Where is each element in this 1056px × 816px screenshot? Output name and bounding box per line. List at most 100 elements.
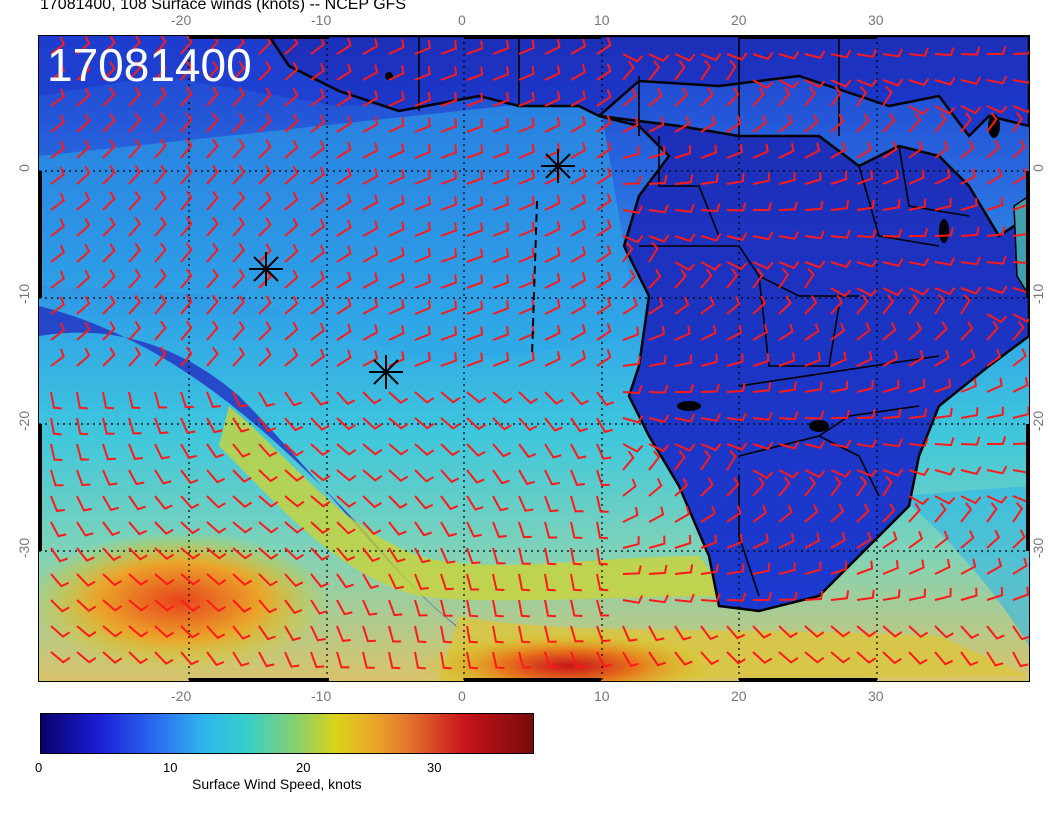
wind-barb-icon xyxy=(154,294,167,315)
wind-barb-icon xyxy=(856,469,878,478)
wind-barb-icon xyxy=(76,139,91,159)
wind-barb-icon xyxy=(570,90,587,107)
wind-barb-icon xyxy=(362,625,376,643)
wind-barb-icon xyxy=(180,216,193,237)
wind-barb-icon xyxy=(518,247,535,263)
wind-barb-icon xyxy=(596,63,612,81)
wind-barb-icon xyxy=(986,651,1004,667)
jet-core-west xyxy=(39,531,329,671)
wind-barb-icon xyxy=(1012,529,1026,549)
wind-barb-icon xyxy=(466,495,484,511)
wind-barb-icon xyxy=(440,222,458,237)
wind-barb-icon xyxy=(648,384,669,394)
bottom-tick-label: 20 xyxy=(731,688,747,704)
wind-barb-icon xyxy=(570,547,582,566)
wind-barb-icon xyxy=(986,502,998,523)
wind-barb-icon xyxy=(570,64,587,81)
wind-barb-icon xyxy=(674,261,696,272)
wind-barb-icon xyxy=(258,191,272,211)
wind-barb-icon xyxy=(700,115,716,133)
wind-barb-icon xyxy=(856,560,874,575)
wind-barb-icon xyxy=(466,391,487,404)
wind-barb-icon xyxy=(258,625,276,641)
wind-barb-icon xyxy=(388,625,402,643)
wind-barb-icon xyxy=(622,450,635,471)
wind-barb-icon xyxy=(180,242,193,263)
wind-barb-icon xyxy=(518,221,535,237)
left-tick-label: -30 xyxy=(16,537,33,559)
wind-barb-icon xyxy=(856,79,878,88)
wind-barb-icon xyxy=(778,591,798,601)
wind-barb-icon xyxy=(986,529,1001,549)
wind-barb-icon xyxy=(674,564,694,575)
wind-barb-icon xyxy=(752,353,770,367)
wind-barb-icon xyxy=(882,531,898,549)
wind-barb-icon xyxy=(752,295,767,315)
wind-barb-icon xyxy=(570,443,587,460)
wind-barb-icon xyxy=(388,547,406,563)
wind-barb-icon xyxy=(362,272,379,289)
wind-barb-icon xyxy=(206,469,226,484)
wind-barb-icon xyxy=(310,651,325,669)
wind-barb-icon xyxy=(882,258,904,268)
colorbar-tick-label: 10 xyxy=(163,760,178,775)
wind-barb-icon xyxy=(778,261,800,270)
wind-barb-icon xyxy=(440,625,453,644)
wind-barb-icon xyxy=(856,380,874,393)
wind-barb-icon xyxy=(102,61,116,81)
wind-barb-icon xyxy=(180,36,193,55)
wind-barb-icon xyxy=(284,61,299,81)
wind-barb-icon xyxy=(102,269,116,289)
wind-barb-icon xyxy=(648,443,670,453)
wind-barb-icon xyxy=(622,116,639,133)
wind-barb-icon xyxy=(50,495,65,512)
wind-barb-icon xyxy=(388,417,409,430)
wind-barb-icon xyxy=(700,60,712,81)
wind-barb-icon xyxy=(622,235,644,244)
wind-barb-icon xyxy=(128,651,148,665)
wind-barb-icon xyxy=(778,323,794,341)
wind-barb-icon xyxy=(778,411,799,421)
wind-barb-icon xyxy=(518,91,535,107)
wind-barb-icon xyxy=(960,256,981,266)
wind-barb-icon xyxy=(466,352,484,367)
wind-barb-icon xyxy=(466,651,479,670)
wind-barb-icon xyxy=(830,49,852,59)
wind-barb-icon xyxy=(258,165,272,185)
wind-barb-icon xyxy=(674,53,696,62)
wind-barb-icon xyxy=(258,113,272,133)
wind-barb-icon xyxy=(882,350,899,367)
wind-barb-icon xyxy=(466,547,481,565)
wind-barb-icon xyxy=(596,651,612,668)
wind-barb-icon xyxy=(1012,625,1029,641)
wind-barb-icon xyxy=(934,112,947,133)
wind-barb-icon xyxy=(414,65,431,81)
wind-barb-icon xyxy=(544,143,561,159)
wind-barb-icon xyxy=(102,87,116,107)
wind-barb-icon xyxy=(284,139,299,159)
wind-barb-icon xyxy=(674,354,693,367)
wind-barb-icon xyxy=(466,40,484,55)
wind-barb-icon xyxy=(856,625,877,638)
wind-barb-icon xyxy=(856,409,876,419)
wind-barb-icon xyxy=(986,465,1008,475)
bottom-tick-label: -10 xyxy=(311,688,332,704)
wind-barb-icon xyxy=(206,190,219,211)
wind-barb-icon xyxy=(778,86,791,107)
wind-barb-icon xyxy=(908,588,927,601)
wind-barb-icon xyxy=(414,521,432,537)
wind-barb-icon xyxy=(674,325,691,341)
wind-barb-icon xyxy=(466,170,484,185)
wind-barb-icon xyxy=(908,495,930,506)
wind-barb-icon xyxy=(76,599,97,613)
wind-barb-icon xyxy=(804,114,819,133)
wind-barb-icon xyxy=(102,495,119,512)
wind-barb-icon xyxy=(804,440,826,450)
wind-barb-icon xyxy=(284,87,299,107)
wind-barb-icon xyxy=(206,346,219,367)
wind-barb-icon xyxy=(544,273,561,289)
wind-barb-icon xyxy=(726,442,748,451)
wind-barb-icon xyxy=(908,47,929,57)
wind-barb-icon xyxy=(674,145,692,159)
wind-barb-icon xyxy=(206,112,219,133)
